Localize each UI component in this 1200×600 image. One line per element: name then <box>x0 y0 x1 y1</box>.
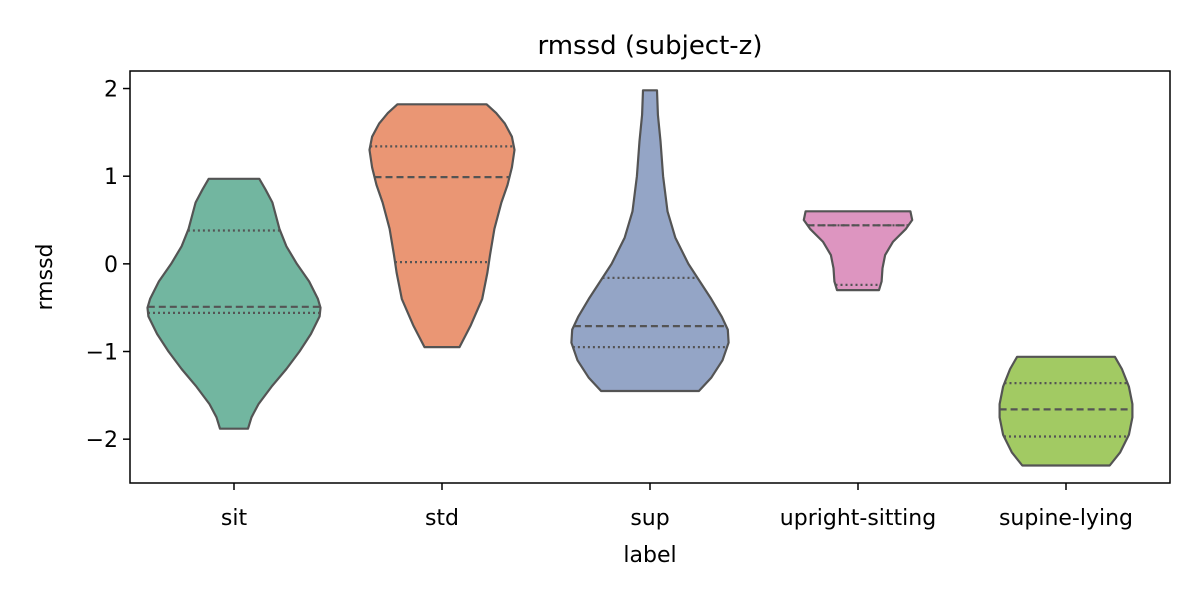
x-tick-label-sit: sit <box>221 506 248 531</box>
violins <box>146 89 1134 467</box>
y-tick-label: 1 <box>104 165 118 190</box>
violin-sup <box>570 89 730 393</box>
y-axis-label: rmssd <box>33 244 58 311</box>
x-axis: sit std sup upright-sitting supine-lying <box>221 483 1133 531</box>
violin-body-sit <box>146 177 322 430</box>
violin-body-std <box>368 103 516 349</box>
x-tick-label-supine-lying: supine-lying <box>999 506 1133 531</box>
violin-supine-lying <box>998 355 1134 467</box>
violin-body-supine-lying <box>998 355 1134 467</box>
y-axis: 2 1 0 −1 −2 <box>86 78 130 453</box>
violin-sit <box>146 177 322 430</box>
violin-body-upright-sitting <box>802 210 914 292</box>
violin-upright-sitting <box>802 210 914 292</box>
x-tick-label-sup: sup <box>630 506 669 531</box>
x-tick-label-upright-sitting: upright-sitting <box>780 506 936 531</box>
violin-body-sup <box>570 89 730 393</box>
y-tick-label: 2 <box>104 78 118 103</box>
chart-title: rmssd (subject-z) <box>538 31 763 61</box>
x-axis-label: label <box>623 543 676 568</box>
y-tick-label: 0 <box>104 253 118 278</box>
violin-std <box>368 103 516 349</box>
y-tick-label: −2 <box>86 428 118 453</box>
x-tick-label-std: std <box>425 506 459 531</box>
y-tick-label: −1 <box>86 341 118 366</box>
